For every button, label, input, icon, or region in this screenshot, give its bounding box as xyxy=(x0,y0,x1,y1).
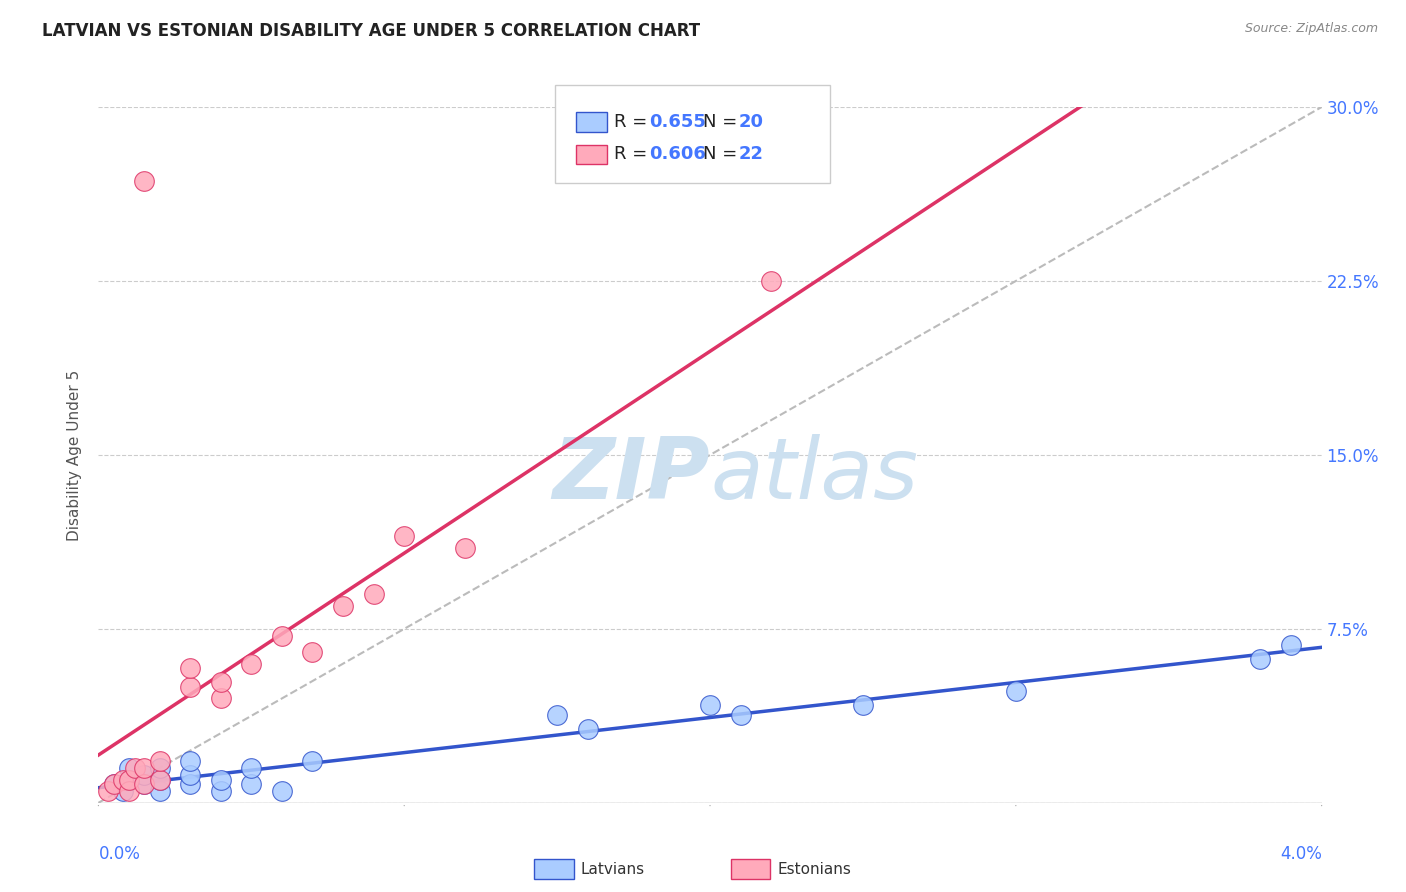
Text: R =: R = xyxy=(614,113,654,131)
Point xyxy=(454,541,477,555)
Text: 22: 22 xyxy=(738,145,763,163)
Point xyxy=(134,768,156,782)
Point xyxy=(852,698,875,713)
Point xyxy=(118,772,141,787)
Point xyxy=(363,587,385,601)
Point xyxy=(759,274,782,288)
Text: Latvians: Latvians xyxy=(581,863,645,877)
Text: N =: N = xyxy=(703,113,742,131)
Point xyxy=(270,629,294,643)
Point xyxy=(103,777,125,791)
Point xyxy=(134,777,156,791)
Point xyxy=(134,777,156,791)
Point xyxy=(209,675,232,690)
Text: LATVIAN VS ESTONIAN DISABILITY AGE UNDER 5 CORRELATION CHART: LATVIAN VS ESTONIAN DISABILITY AGE UNDER… xyxy=(42,22,700,40)
Text: 0.655: 0.655 xyxy=(650,113,706,131)
Point xyxy=(118,761,141,775)
Point xyxy=(301,754,323,768)
Point xyxy=(179,754,201,768)
Text: Source: ZipAtlas.com: Source: ZipAtlas.com xyxy=(1244,22,1378,36)
Point xyxy=(576,722,599,736)
Point xyxy=(301,645,323,659)
Point xyxy=(97,784,120,798)
Text: R =: R = xyxy=(614,145,654,163)
Point xyxy=(1004,684,1026,698)
Point xyxy=(118,772,141,787)
Point xyxy=(179,661,201,675)
Point xyxy=(1279,638,1302,652)
Point xyxy=(699,698,721,713)
Point xyxy=(240,657,263,671)
Point xyxy=(124,761,146,775)
Text: 4.0%: 4.0% xyxy=(1279,845,1322,863)
Text: 0.606: 0.606 xyxy=(650,145,706,163)
Point xyxy=(111,772,134,787)
Point xyxy=(240,777,263,791)
Point xyxy=(111,784,134,798)
Text: 0.0%: 0.0% xyxy=(98,845,141,863)
Point xyxy=(392,529,416,543)
Point xyxy=(240,761,263,775)
Point xyxy=(1249,652,1271,666)
Point xyxy=(134,174,156,188)
Point xyxy=(149,754,172,768)
Point xyxy=(149,772,172,787)
Point xyxy=(270,784,294,798)
Point xyxy=(149,784,172,798)
Point xyxy=(118,784,141,798)
Point xyxy=(332,599,354,613)
Text: atlas: atlas xyxy=(710,434,918,517)
Point xyxy=(209,784,232,798)
Point xyxy=(730,707,752,722)
Point xyxy=(179,777,201,791)
Text: ZIP: ZIP xyxy=(553,434,710,517)
Point xyxy=(179,768,201,782)
Text: 20: 20 xyxy=(738,113,763,131)
Point xyxy=(149,761,172,775)
Point xyxy=(179,680,201,694)
Y-axis label: Disability Age Under 5: Disability Age Under 5 xyxy=(67,369,83,541)
Point xyxy=(209,772,232,787)
Point xyxy=(546,707,568,722)
Point xyxy=(134,761,156,775)
Text: N =: N = xyxy=(703,145,742,163)
Text: Estonians: Estonians xyxy=(778,863,852,877)
Point xyxy=(149,772,172,787)
Point xyxy=(209,691,232,706)
Point xyxy=(103,777,125,791)
